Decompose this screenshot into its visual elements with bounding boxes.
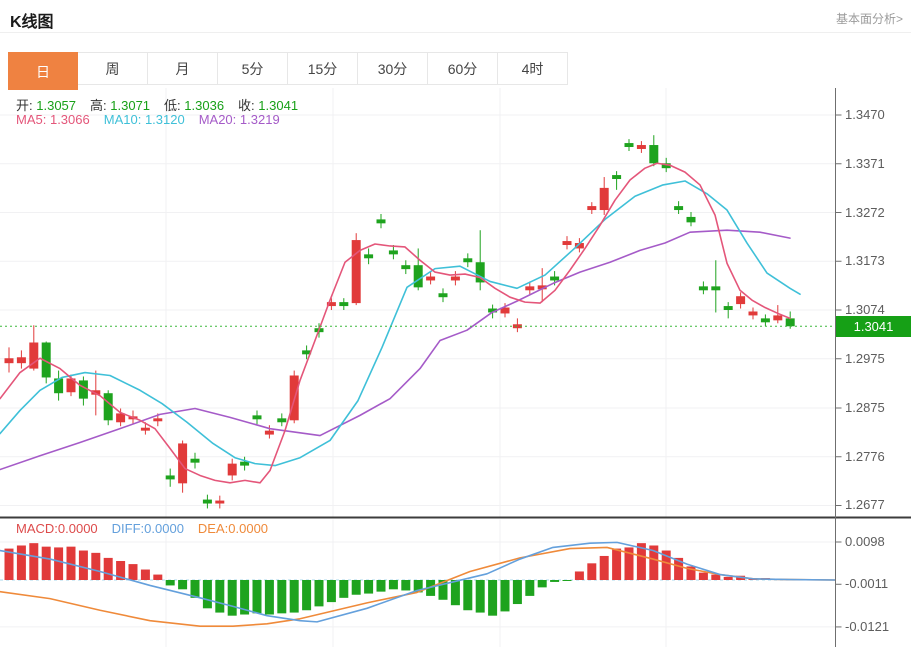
- macd-value: 0.0000: [57, 521, 98, 536]
- close-label: 收:: [238, 98, 255, 113]
- fundamental-analysis-link[interactable]: 基本面分析>: [835, 12, 903, 26]
- macd-histogram-group: [4, 543, 795, 616]
- tab-day[interactable]: 日: [8, 52, 78, 90]
- macd-tick-label: -0.0011: [845, 576, 889, 592]
- price-tick-label: 1.2776: [845, 448, 885, 464]
- current-price-badge: 1.3041: [836, 316, 911, 338]
- page-header: K线图 基本面分析>: [0, 0, 911, 33]
- close-value: 1.3041: [258, 98, 299, 113]
- interval-tab-bar: 日 周 月 5分 15分 30分 60分 4时: [8, 52, 568, 90]
- low-label: 低:: [164, 98, 181, 113]
- price-tick-label: 1.2875: [845, 399, 885, 415]
- tab-60min[interactable]: 60分: [428, 52, 498, 85]
- open-label: 开:: [16, 98, 33, 113]
- ma10-label: MA10:: [103, 112, 142, 127]
- candles-group: [4, 135, 795, 509]
- dea-label: DEA:: [197, 521, 229, 536]
- gridlines: [0, 88, 836, 647]
- low-value: 1.3036: [184, 98, 225, 113]
- ohlc-legend: 开: 1.3057 高: 1.3071 低: 1.3036 收: 1.3041: [16, 95, 298, 114]
- price-tick-label: 1.3074: [845, 302, 885, 317]
- macd-label: MACD:: [16, 521, 58, 536]
- diff-label: DIFF:: [111, 521, 145, 536]
- macd-legend: MACD:0.0000 DIFF:0.0000 DEA:0.0000: [16, 521, 268, 536]
- ma-lines-group: [0, 162, 801, 484]
- ma5-value: 1.3066: [49, 112, 90, 127]
- price-tick-label: 1.3173: [845, 253, 885, 269]
- dea-value: 0.0000: [228, 521, 269, 536]
- price-tick-label: 1.3470: [845, 107, 885, 122]
- macd-lines-group: [0, 541, 836, 627]
- tab-15min[interactable]: 15分: [288, 52, 358, 85]
- ma20-label: MA20:: [198, 112, 237, 127]
- tab-5min[interactable]: 5分: [218, 52, 288, 85]
- macd-tick-label: -0.0121: [845, 618, 890, 634]
- ma20-value: 1.3219: [239, 112, 280, 127]
- panel-separator: [0, 516, 911, 519]
- high-value: 1.3071: [110, 98, 151, 113]
- high-label: 高:: [90, 98, 107, 113]
- tab-4hour[interactable]: 4时: [498, 52, 568, 85]
- tab-week[interactable]: 周: [78, 52, 148, 85]
- price-tick-label: 1.2975: [845, 350, 885, 366]
- open-value: 1.3057: [36, 98, 77, 113]
- page-title: K线图: [10, 14, 54, 31]
- macd-tick-label: 0.0098: [845, 533, 885, 549]
- price-tick-label: 1.3371: [845, 155, 885, 171]
- tab-month[interactable]: 月: [148, 52, 218, 85]
- kline-chart-canvas[interactable]: [0, 88, 911, 647]
- ma-legend: MA5: 1.3066 MA10: 1.3120 MA20: 1.3219: [16, 112, 280, 127]
- price-axis: [835, 88, 842, 647]
- diff-value: 0.0000: [144, 521, 184, 536]
- ma5-label: MA5:: [16, 112, 47, 127]
- price-tick-label: 1.2677: [845, 497, 885, 513]
- ma10-value: 1.3120: [144, 112, 185, 127]
- price-tick-label: 1.3272: [845, 204, 885, 220]
- tab-30min[interactable]: 30分: [358, 52, 428, 85]
- chart-area: [0, 88, 911, 647]
